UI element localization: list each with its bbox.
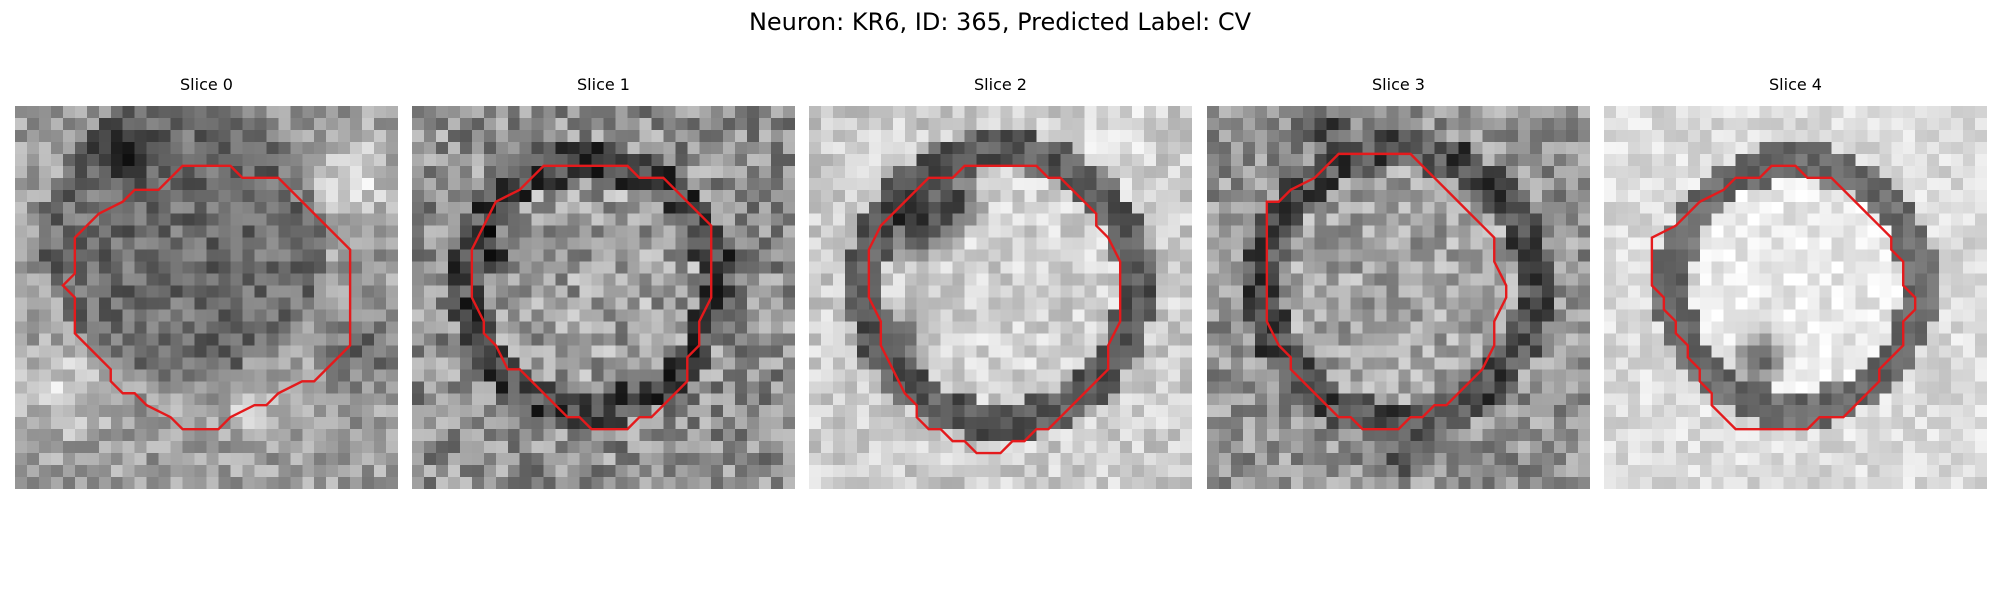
slice-4-contour — [1650, 164, 1917, 431]
slice-panel-4: Slice 4 — [1604, 75, 1987, 489]
slice-panel-0: Slice 0 — [15, 75, 398, 489]
slice-2-svg — [809, 106, 1192, 489]
slice-3-pixels — [1207, 106, 1590, 489]
slice-4-image — [1604, 106, 1987, 489]
slice-3-image — [1207, 106, 1590, 489]
slice-0-svg — [15, 106, 398, 489]
slice-1-image — [412, 106, 795, 489]
slice-0-image — [15, 106, 398, 489]
slice-1-contour — [470, 164, 713, 431]
figure-title: Neuron: KR6, ID: 365, Predicted Label: C… — [748, 8, 1252, 36]
slice-panel-2: Slice 2 — [809, 75, 1192, 489]
slice-0-pixels — [15, 106, 398, 489]
slice-panel-1: Slice 1 — [412, 75, 795, 489]
slice-1-pixels — [412, 106, 795, 489]
slice-1-svg — [412, 106, 795, 489]
slice-2-contour — [867, 164, 1122, 455]
slice-2-pixels — [809, 106, 1192, 489]
slice-panel-3: Slice 3 — [1207, 75, 1590, 489]
slice-3-title: Slice 3 — [1372, 75, 1425, 94]
slice-0-contour — [61, 164, 352, 431]
slice-0-title: Slice 0 — [180, 75, 233, 94]
slice-2-title: Slice 2 — [974, 75, 1027, 94]
slice-4-title: Slice 4 — [1769, 75, 1822, 94]
slice-3-contour — [1265, 152, 1508, 431]
slice-2-image — [809, 106, 1192, 489]
slice-4-svg — [1604, 106, 1987, 489]
slice-4-pixels — [1604, 106, 1987, 489]
slice-3-svg — [1207, 106, 1590, 489]
slice-1-title: Slice 1 — [577, 75, 630, 94]
